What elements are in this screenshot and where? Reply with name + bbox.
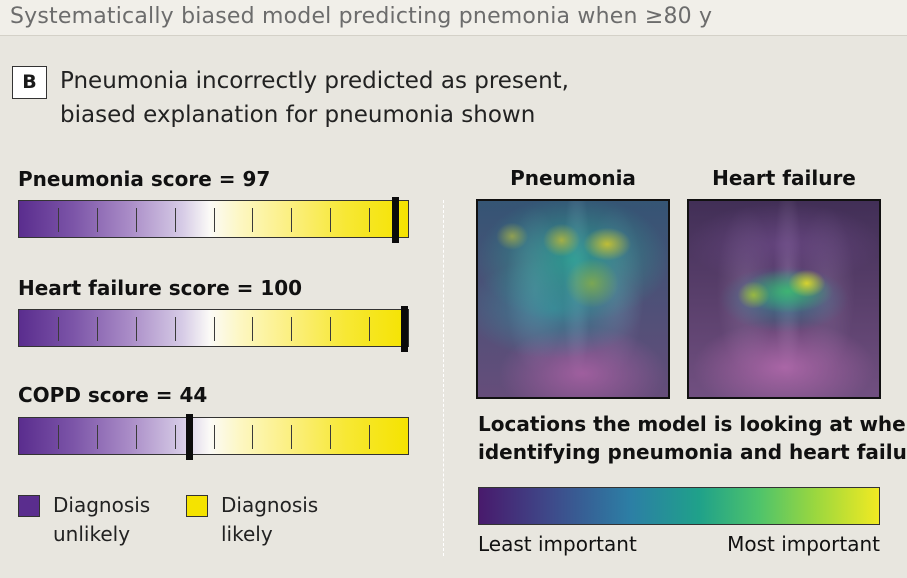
pneumonia-score-bar [18, 197, 409, 243]
pneumonia-heatmap-overlay [478, 201, 668, 397]
heart-failure-score-label: Heart failure score = 100 [18, 276, 303, 300]
score-bar-tick [58, 208, 59, 232]
score-bar-tick [291, 317, 292, 341]
score-bar-tick [97, 208, 98, 232]
diagnosis-likely-line-2: likely [221, 522, 273, 546]
score-marker [392, 197, 399, 243]
heart-failure-map-title: Heart failure [712, 166, 856, 190]
diagnosis-unlikely-line-1: Diagnosis [53, 493, 151, 517]
heart-failure-heatmap-overlay [689, 201, 879, 397]
pneumonia-score-label: Pneumonia score = 97 [18, 167, 271, 191]
locations-caption: Locations the model is looking at when i… [478, 410, 907, 466]
locations-caption-line-2: identifying pneumonia and heart failure: [478, 440, 907, 464]
score-bar-tick [175, 208, 176, 232]
score-marker [186, 414, 193, 460]
score-bar-tick [97, 317, 98, 341]
score-bar-tick [252, 317, 253, 341]
panel-divider [443, 200, 444, 556]
least-important-label: Least important [478, 532, 637, 556]
score-bar-tick [369, 425, 370, 449]
score-bar-tick [175, 317, 176, 341]
panel-caption-line-2: biased explanation for pneumonia shown [60, 102, 536, 128]
figure-title: Systematically biased model predicting p… [10, 4, 713, 29]
score-bar-tick [369, 317, 370, 341]
score-bar-tick [175, 425, 176, 449]
copd-score-label: COPD score = 44 [18, 383, 208, 407]
locations-caption-line-1: Locations the model is looking at when [478, 412, 907, 436]
score-bar-tick [252, 425, 253, 449]
heart-failure-score-bar [18, 306, 409, 352]
copd-score-bar [18, 414, 409, 460]
diagnosis-likely-swatch [186, 495, 208, 517]
score-bar-tick [58, 317, 59, 341]
most-important-label: Most important [727, 532, 880, 556]
header-band: Systematically biased model predicting p… [0, 0, 907, 36]
score-bar-tick [214, 425, 215, 449]
score-bar-tick [369, 208, 370, 232]
diagnosis-likely-legend: Diagnosis likely [221, 491, 318, 549]
score-bar-tick [291, 208, 292, 232]
diagnosis-unlikely-line-2: unlikely [53, 522, 131, 546]
pneumonia-map-title: Pneumonia [510, 166, 636, 190]
diagnosis-likely-line-1: Diagnosis [221, 493, 319, 517]
importance-colorbar [478, 487, 880, 525]
score-bar-tick [58, 425, 59, 449]
score-bar-tick [252, 208, 253, 232]
heart-failure-saliency-image [687, 199, 881, 399]
score-bar-tick [97, 425, 98, 449]
diagnosis-unlikely-legend: Diagnosis unlikely [53, 491, 150, 549]
score-bar-tick [214, 317, 215, 341]
score-bar-tick [136, 425, 137, 449]
score-bar-tick [136, 208, 137, 232]
panel-caption-line-1: Pneumonia incorrectly predicted as prese… [60, 68, 569, 94]
diagnosis-unlikely-swatch [18, 495, 40, 517]
pneumonia-saliency-image [476, 199, 670, 399]
panel-badge: B [12, 66, 47, 99]
score-bar-tick [330, 208, 331, 232]
score-bar-tick [136, 317, 137, 341]
score-bar-tick [214, 208, 215, 232]
score-bar-tick [330, 317, 331, 341]
panel-caption: Pneumonia incorrectly predicted as prese… [60, 64, 569, 132]
score-marker [401, 306, 408, 352]
score-bar-tick [330, 425, 331, 449]
score-bar-tick [291, 425, 292, 449]
